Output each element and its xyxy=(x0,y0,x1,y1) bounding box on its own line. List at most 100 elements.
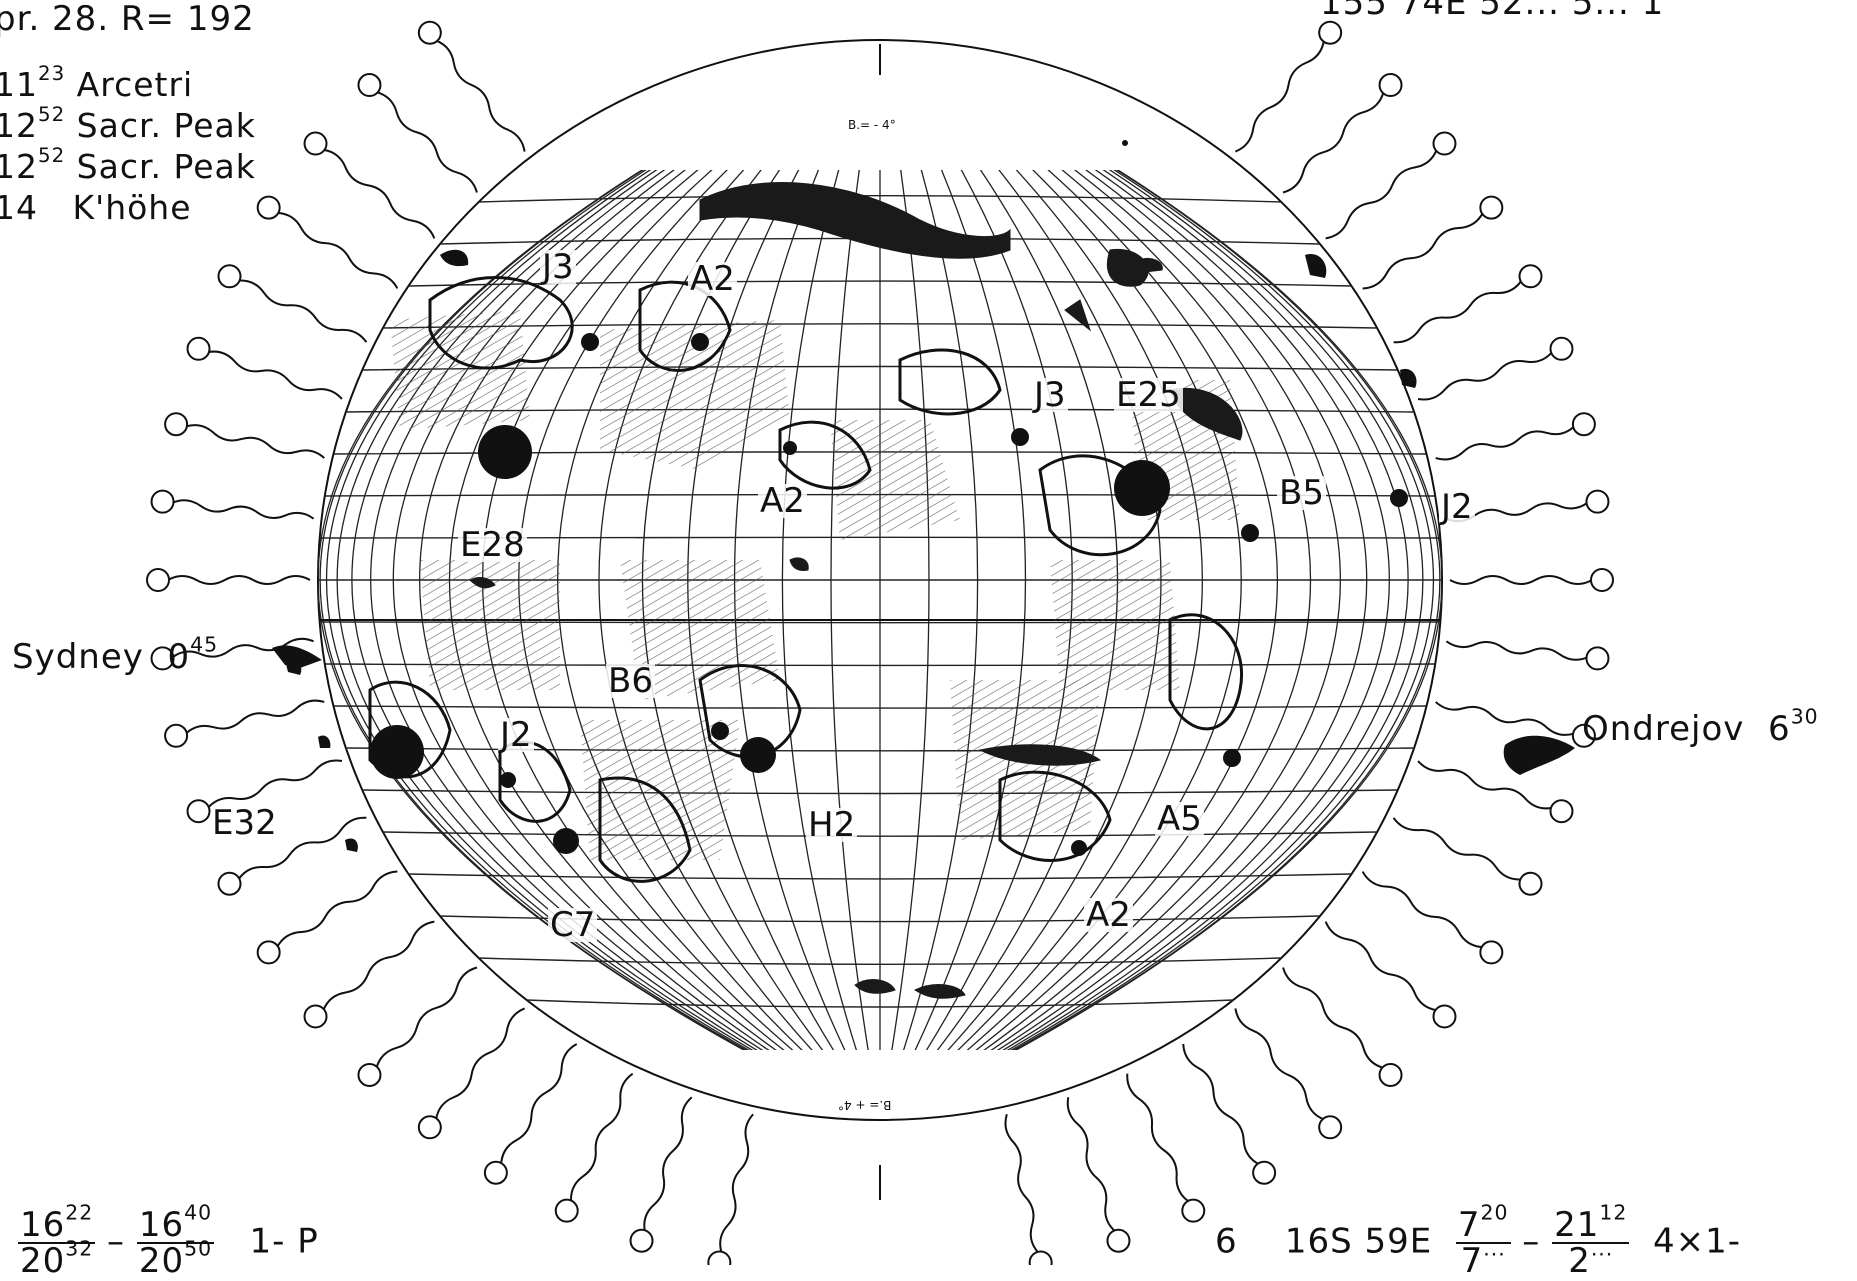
spoke-end-circle xyxy=(1590,568,1614,592)
limb-spoke xyxy=(207,350,343,400)
region-label-b5: B5 xyxy=(1277,473,1326,513)
spoke-end-circle xyxy=(1549,336,1574,361)
limb-spoke xyxy=(570,1072,634,1202)
longitude-line xyxy=(879,170,1409,1050)
region-label-j3-right: J3 xyxy=(1032,375,1068,415)
sydney-label: Sydney 045 xyxy=(12,632,219,677)
longitude-line xyxy=(419,170,881,1050)
region-label-a5: A5 xyxy=(1155,799,1204,839)
spoke-end-circle xyxy=(150,646,175,671)
spoke-end-circle xyxy=(707,1250,732,1265)
longitude-line xyxy=(879,170,1312,1050)
spoke-end-circle xyxy=(217,871,242,896)
observatory-entry: 1123 Arcetri xyxy=(0,62,194,104)
limb-spoke xyxy=(1126,1073,1190,1203)
region-label-c7: C7 xyxy=(548,905,598,945)
limb-spoke xyxy=(1417,351,1553,401)
longitude-line xyxy=(351,170,881,1050)
spoke-end-circle xyxy=(1518,264,1543,289)
limb-spoke xyxy=(1325,149,1438,240)
longitude-line xyxy=(879,170,1441,1050)
spoke-end-circle xyxy=(1432,1004,1457,1029)
region-label-h2: H2 xyxy=(806,805,858,845)
observatory-list: 1123 Arcetri 1252 Sacr. Peak 1252 Sacr. … xyxy=(0,62,256,227)
footer-right-frac-2: 2112 2... xyxy=(1552,1200,1630,1281)
longitude-line xyxy=(326,170,881,1050)
region-label-j2-left: J2 xyxy=(498,715,534,755)
longitude-line xyxy=(879,170,1026,1050)
limb-spoke xyxy=(1392,817,1522,881)
region-label-e28: E28 xyxy=(458,525,527,565)
longitude-line xyxy=(879,170,979,1050)
region-label-e25: E25 xyxy=(1114,375,1183,415)
footer-left-frac-2: 1640 2050 xyxy=(136,1200,215,1281)
limb-spoke xyxy=(643,1096,693,1232)
spoke-end-circle xyxy=(1479,195,1504,220)
region-label-b6: B6 xyxy=(606,661,655,701)
spoke-end-circle xyxy=(186,799,211,824)
spoke-end-circle xyxy=(417,20,442,45)
spoke-end-circle xyxy=(303,131,328,156)
spoke-end-circle xyxy=(1571,412,1596,437)
spoke-end-circle xyxy=(303,1004,328,1029)
header-top-left: pr. 28. R= 192 xyxy=(0,0,255,39)
limb-spoke xyxy=(376,91,478,193)
limb-spoke xyxy=(435,39,526,152)
limb-spoke xyxy=(1282,967,1384,1069)
limb-spoke xyxy=(1445,640,1588,661)
filaments xyxy=(469,182,1243,999)
limb-spoke xyxy=(1004,1113,1040,1254)
region-label-j2-right: J2 xyxy=(1439,487,1475,527)
longitude-line xyxy=(392,170,881,1050)
spoke-end-circle xyxy=(164,723,189,748)
spoke-end-circle xyxy=(1028,1250,1053,1265)
spoke-end-circle xyxy=(1378,73,1403,98)
limb-spoke xyxy=(323,148,436,239)
longitude-line xyxy=(879,170,1341,1050)
spoke-end-circle xyxy=(357,1062,382,1087)
longitude-line xyxy=(879,170,1203,1050)
spoke-end-circle xyxy=(164,412,189,437)
limb-spoke xyxy=(1324,921,1437,1012)
sunspots xyxy=(370,140,1408,856)
disk-bottom-note: B.= + 4° xyxy=(838,1098,892,1112)
spoke-end-circle xyxy=(1318,20,1343,45)
observatory-entry: 14 K'höhe xyxy=(0,188,192,227)
spoke-end-circle xyxy=(1571,723,1596,748)
limb-spoke xyxy=(1066,1097,1116,1233)
spoke-end-circle xyxy=(1549,799,1574,824)
region-label-a2-mid: A2 xyxy=(758,481,807,521)
longitude-line xyxy=(879,170,1424,1050)
spoke-end-circle xyxy=(1585,489,1610,514)
observatory-entry: 1252 Sacr. Peak xyxy=(0,103,256,145)
spoke-end-circle xyxy=(554,1198,579,1223)
spoke-end-circle xyxy=(357,73,382,98)
longitude-line xyxy=(879,170,1242,1050)
spoke-end-circle xyxy=(1432,131,1457,156)
limb-spoke xyxy=(1393,280,1523,344)
longitude-line xyxy=(879,170,1278,1050)
limb-spoke xyxy=(1417,760,1553,810)
spoke-end-circle xyxy=(483,1160,508,1185)
spoke-end-circle xyxy=(1318,1115,1343,1140)
limb-spoke xyxy=(719,1113,754,1253)
spoke-end-circle xyxy=(186,336,211,361)
footer-right-frac-1: 720 7... xyxy=(1455,1200,1511,1281)
limb-spoke xyxy=(172,499,315,520)
longitude-line xyxy=(319,170,881,1050)
spoke-end-circle xyxy=(1518,871,1543,896)
limb-spoke xyxy=(1234,40,1325,153)
limb-spokes xyxy=(146,20,1614,1265)
spoke-end-circle xyxy=(417,1115,442,1140)
spoke-end-circle xyxy=(1378,1062,1403,1087)
edge-features xyxy=(272,645,1575,775)
longitude-line xyxy=(879,170,1434,1050)
limb-spoke xyxy=(322,920,435,1011)
limb-spoke xyxy=(167,575,311,585)
longitude-line xyxy=(879,170,1442,1050)
limb-spoke xyxy=(185,699,325,735)
footer-left: 1622 2032 – 1640 2050 1- P xyxy=(18,1200,319,1281)
longitude-line xyxy=(370,170,881,1050)
spoke-end-circle xyxy=(1585,646,1610,671)
